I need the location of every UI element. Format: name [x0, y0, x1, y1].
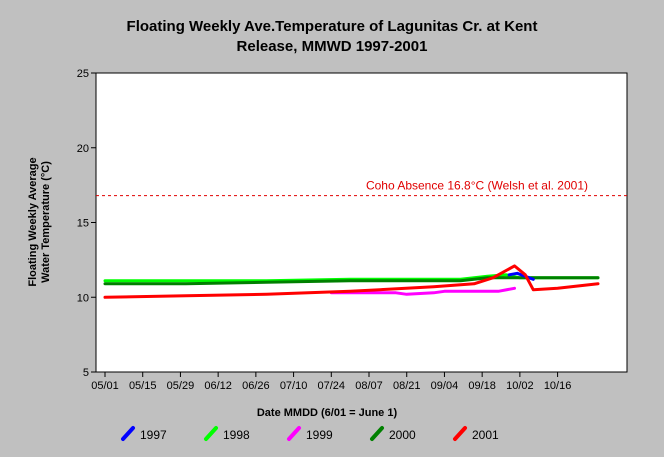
legend-label-1999: 1999	[306, 428, 333, 442]
reference-line-group: Coho Absence 16.8°C (Welsh et al. 2001)	[96, 179, 627, 197]
series-line-1997	[507, 271, 535, 281]
x-tick-label: 05/29	[167, 380, 195, 392]
y-tick-label: 25	[77, 68, 89, 80]
series-line-2001	[103, 264, 600, 299]
plot-area	[95, 72, 628, 373]
x-tick-label: 09/04	[431, 380, 459, 392]
legend-swatch-2000	[370, 426, 384, 441]
legend-label-2000: 2000	[389, 428, 416, 442]
x-tick-label: 06/12	[204, 380, 232, 392]
y-axis-title-line-1: Floating Weekly Average	[27, 157, 39, 286]
x-tick-label: 08/21	[393, 380, 421, 392]
series-line-2000	[103, 276, 600, 286]
legend-swatch-2001	[453, 426, 467, 441]
y-axis-title: Floating Weekly Average Water Temperatur…	[27, 157, 52, 286]
y-tick-label: 15	[77, 218, 89, 230]
series-group	[103, 264, 600, 299]
legend-label-1997: 1997	[140, 428, 167, 442]
y-tick-label: 10	[77, 292, 89, 304]
chart-title-line-2: Release, MMWD 1997-2001	[237, 38, 428, 55]
x-tick-label: 05/01	[91, 380, 119, 392]
x-tick-label: 10/16	[544, 380, 572, 392]
x-tick-label: 06/26	[242, 380, 270, 392]
legend-label-2001: 2001	[472, 428, 499, 442]
x-tick-label: 05/15	[129, 380, 157, 392]
legend-swatch-1997	[121, 426, 135, 441]
series-line-1999	[329, 286, 516, 296]
x-tick-label: 09/18	[468, 380, 496, 392]
y-tick-label: 5	[83, 367, 89, 379]
legend: 1997 1998 1999 2000 2001	[121, 426, 499, 442]
legend-label-1998: 1998	[223, 428, 250, 442]
x-axis-title: Date MMDD (6/01 = June 1)	[257, 407, 398, 419]
x-axis: 05/01 05/15 05/29 06/12 06/26 07/10 07/24 08/07…	[91, 372, 571, 392]
y-axis-title-line-2: Water Temperature (°C)	[40, 161, 52, 283]
y-tick-label: 20	[77, 143, 89, 155]
x-tick-label: 07/24	[318, 380, 346, 392]
coho-absence-label: Coho Absence 16.8°C (Welsh et al. 2001)	[366, 179, 588, 193]
legend-swatch-1998	[204, 426, 218, 441]
x-tick-label: 08/07	[355, 380, 383, 392]
x-tick-label: 10/02	[506, 380, 534, 392]
y-axis: 5 10 15 20 25	[77, 68, 96, 379]
legend-swatch-1999	[287, 426, 301, 441]
chart-title-line-1: Floating Weekly Ave.Temperature of Lagun…	[127, 18, 538, 35]
x-tick-label: 07/10	[280, 380, 308, 392]
